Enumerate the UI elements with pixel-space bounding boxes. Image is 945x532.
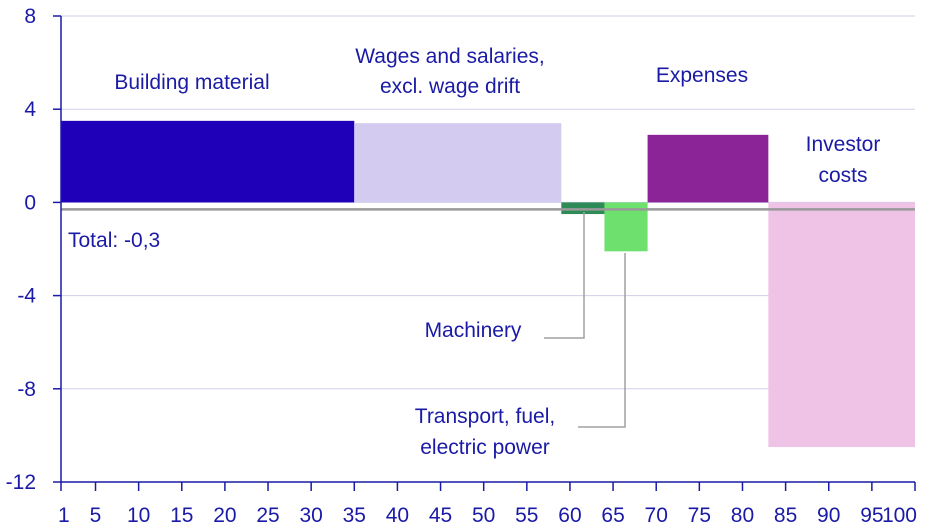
bars — [61, 120, 915, 448]
segment-label: costs — [818, 164, 867, 187]
x-tick-label: 75 — [688, 504, 711, 527]
x-tick-label: 25 — [256, 504, 279, 527]
y-tick-label: 0 — [24, 191, 36, 214]
y-tick-label: 8 — [24, 5, 36, 28]
x-tick-label: 15 — [170, 504, 193, 527]
x-tick-label: 45 — [429, 504, 452, 527]
x-tick-label: 90 — [817, 504, 840, 527]
x-tick-label: 70 — [645, 504, 668, 527]
y-tick-label: -4 — [17, 285, 36, 308]
total-label: Total: -0,3 — [68, 229, 160, 252]
bar-segment — [354, 123, 562, 203]
bar-segment — [768, 202, 915, 448]
x-tick-label: 50 — [472, 504, 495, 527]
x-tick-label: 35 — [343, 504, 366, 527]
machinery-leader-line — [544, 212, 585, 339]
x-tick-label: 85 — [774, 504, 797, 527]
x-tick-label: 100 — [882, 504, 917, 527]
segment-label: Investor — [806, 133, 881, 156]
y-tick-label: -12 — [6, 471, 36, 494]
y-tick-label: 4 — [24, 98, 36, 121]
x-tick-label: 5 — [90, 504, 102, 527]
x-tick-label: 40 — [386, 504, 409, 527]
x-tick-label: 55 — [515, 504, 538, 527]
x-tick-label: 1 — [58, 504, 70, 527]
x-tick-label: 10 — [127, 504, 150, 527]
segment-label: Machinery — [425, 319, 522, 342]
x-tick-label: 60 — [558, 504, 581, 527]
segment-labels: Building material Wages and salaries, excl… — [68, 45, 880, 459]
y-tick-label: -8 — [17, 378, 36, 401]
segment-label: Transport, fuel, — [415, 405, 555, 428]
tick-labels: 840-4-8-121 5 10 15 20 25 30 35 40 45 50 55 60 65 70 75… — [6, 5, 917, 527]
x-tick-label: 30 — [299, 504, 322, 527]
segment-label: Expenses — [656, 64, 748, 87]
segment-label: electric power — [420, 436, 550, 459]
bar-segment — [61, 120, 355, 203]
transport-leader-line — [578, 253, 626, 428]
x-tick-label: 65 — [601, 504, 624, 527]
bar-segment — [647, 134, 769, 203]
x-tick-label: 95 — [860, 504, 883, 527]
segment-label: Building material — [114, 71, 269, 94]
axes — [53, 15, 916, 491]
segment-label: excl. wage drift — [380, 75, 520, 98]
x-tick-label: 80 — [731, 504, 754, 527]
x-tick-label: 20 — [213, 504, 236, 527]
segment-label: Wages and salaries, — [355, 45, 544, 68]
